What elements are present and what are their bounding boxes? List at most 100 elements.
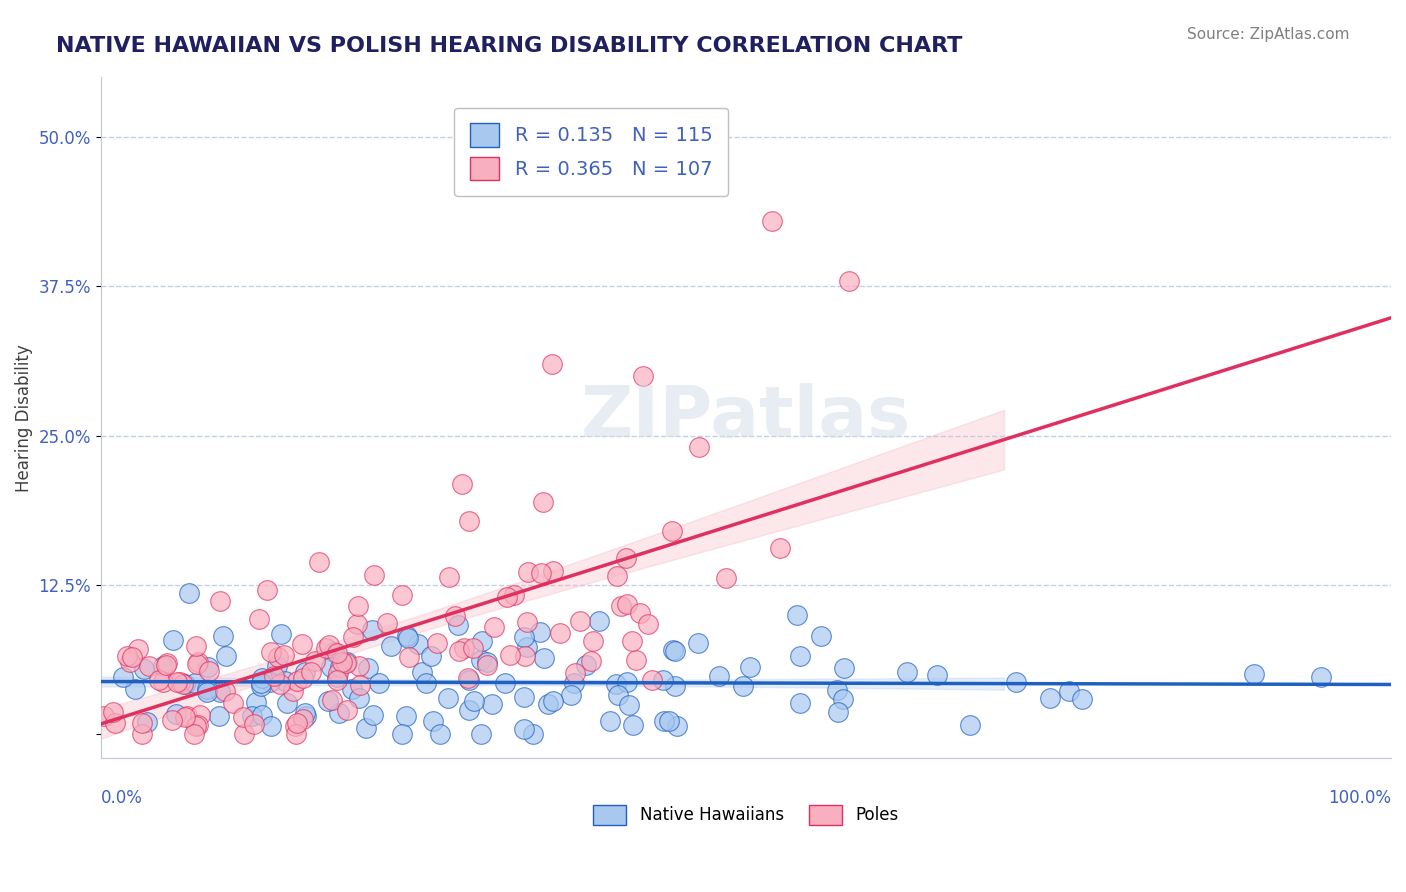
Point (186, 719, 208, 733)
Point (184, 676, 207, 690)
Point (641, 673, 664, 687)
Point (447, 617, 470, 632)
Point (709, 669, 731, 683)
Point (367, 676, 389, 690)
Point (291, 637, 314, 651)
Point (896, 665, 918, 679)
Point (810, 629, 832, 643)
Point (267, 649, 290, 664)
Point (624, 653, 647, 667)
Point (215, 648, 238, 663)
Point (138, 658, 160, 673)
Point (496, 591, 519, 605)
Point (152, 675, 174, 690)
Point (522, 727, 544, 741)
Point (665, 719, 688, 733)
Point (786, 608, 808, 623)
Point (308, 555, 330, 569)
Point (315, 640, 337, 655)
Point (516, 615, 538, 629)
Point (628, 606, 651, 620)
Point (294, 665, 316, 680)
Point (318, 638, 340, 652)
Point (134, 662, 156, 676)
Point (174, 677, 197, 691)
Point (463, 694, 485, 708)
Point (263, 669, 285, 683)
Point (232, 727, 254, 741)
Point (285, 715, 308, 730)
Point (240, 709, 263, 723)
Point (326, 670, 349, 684)
Point (564, 665, 586, 680)
Point (326, 646, 349, 660)
Point (422, 714, 444, 728)
Point (346, 616, 368, 631)
Point (406, 637, 429, 651)
Point (247, 612, 270, 626)
Point (686, 636, 709, 650)
Point (242, 717, 264, 731)
Point (347, 659, 370, 673)
Point (291, 712, 314, 726)
Point (738, 659, 761, 673)
Point (291, 671, 314, 685)
Point (281, 683, 304, 698)
Point (187, 718, 209, 732)
Point (176, 709, 198, 723)
Point (391, 588, 413, 602)
Point (396, 629, 419, 643)
Point (832, 691, 855, 706)
Point (214, 683, 236, 698)
Point (714, 571, 737, 585)
Point (449, 644, 471, 658)
Point (165, 707, 187, 722)
Point (304, 654, 326, 668)
Point (605, 677, 627, 691)
Point (1243, 667, 1265, 681)
Point (259, 645, 281, 659)
Text: 100.0%: 100.0% (1329, 789, 1391, 806)
Point (276, 697, 298, 711)
Text: ZIPatlas: ZIPatlas (581, 384, 911, 452)
Point (380, 639, 402, 653)
Point (529, 624, 551, 639)
Point (284, 719, 307, 733)
Point (340, 681, 363, 696)
Point (195, 681, 218, 696)
Point (270, 626, 292, 640)
Point (541, 694, 564, 708)
Point (360, 624, 382, 638)
Point (325, 673, 347, 688)
Point (162, 633, 184, 648)
Point (614, 551, 637, 566)
Point (103, 705, 125, 719)
Point (499, 648, 522, 662)
Point (287, 674, 309, 689)
Point (347, 690, 370, 705)
Point (135, 714, 157, 729)
Point (959, 718, 981, 732)
Point (439, 570, 461, 584)
Point (426, 636, 449, 650)
Point (250, 679, 273, 693)
Point (375, 615, 398, 630)
Point (391, 727, 413, 741)
Point (537, 697, 560, 711)
Point (173, 710, 195, 724)
Point (321, 692, 343, 706)
Point (471, 633, 494, 648)
Point (516, 565, 538, 579)
Y-axis label: Hearing Disability: Hearing Disability (15, 344, 32, 491)
Point (398, 650, 420, 665)
Point (197, 660, 219, 674)
Point (260, 718, 283, 732)
Point (322, 645, 344, 659)
Point (166, 674, 188, 689)
Point (245, 695, 267, 709)
Point (329, 659, 352, 673)
Point (148, 673, 170, 687)
Point (250, 708, 273, 723)
Point (516, 640, 538, 655)
Point (838, 273, 860, 287)
